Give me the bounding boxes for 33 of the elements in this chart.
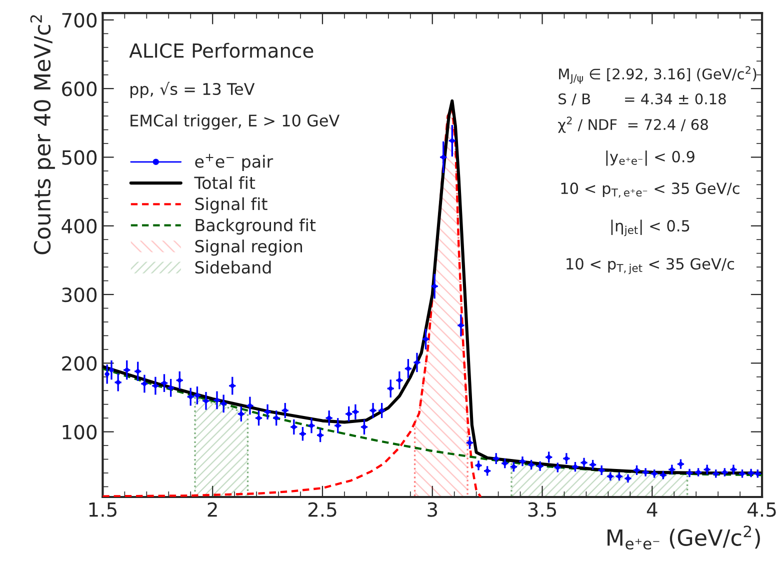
y-tick-label: 700 [62, 12, 97, 28]
x-axis-title: M$_{e⁺e⁻}$ (GeV/c$^{2}$) [608, 526, 760, 550]
legend-label: Total fit [194, 176, 256, 190]
legend-label: Signal fit [195, 197, 268, 214]
y-tick-label: 600 [62, 82, 97, 96]
legend-label: Sideband [195, 260, 271, 274]
legend-label: Background fit [196, 218, 316, 235]
annotation: S / B = 4.34 ± 0.18 [558, 93, 726, 106]
annotation: pp, √s = 13 TeV [130, 82, 255, 98]
x-tick-label: 2.5 [308, 502, 336, 517]
y-tick-label: 400 [62, 218, 97, 234]
annotation: |η$_{jet}$| < 0.5 [611, 220, 690, 236]
legend-label: e$^{+}$e$^{−}$ pair [195, 154, 274, 172]
annotation: 10 < p$_{T,e⁺e⁻}$ < 35 GeV/c [561, 182, 740, 198]
annotation: EMCal trigger, E > 10 GeV [130, 114, 340, 130]
y-tick-label: 200 [62, 356, 97, 371]
x-tick-label: 3 [428, 502, 438, 517]
y-tick-label: 300 [62, 287, 97, 302]
x-tick-label: 4 [646, 502, 658, 517]
y-tick-label: 100 [62, 424, 97, 440]
y-tick-label: 500 [62, 150, 97, 165]
annotation: ALICE Performance [129, 42, 314, 58]
annotation: χ$^{2}$ / NDF = 72.4 / 68 [558, 116, 708, 133]
x-tick-label: 2 [208, 502, 217, 517]
line-series [102, 368, 762, 476]
annotation: M$_{J/ψ}$ ∈ [2.92, 3.16] (GeV/c$^{2}$) [559, 66, 756, 84]
y-axis-title: Counts per 40 MeV/c$^{2}$ [30, 15, 55, 254]
annotation: 10 < p$_{T,jet}$ < 35 GeV/c [566, 258, 734, 274]
annotation: |y$_{e⁺e⁻}$| < 0.9 [606, 150, 694, 166]
x-tick-label: 4.5 [748, 502, 776, 517]
legend-label: Signal region [195, 240, 302, 256]
x-tick-label: 3.5 [528, 502, 556, 517]
x-tick-label: 1.5 [89, 502, 116, 517]
